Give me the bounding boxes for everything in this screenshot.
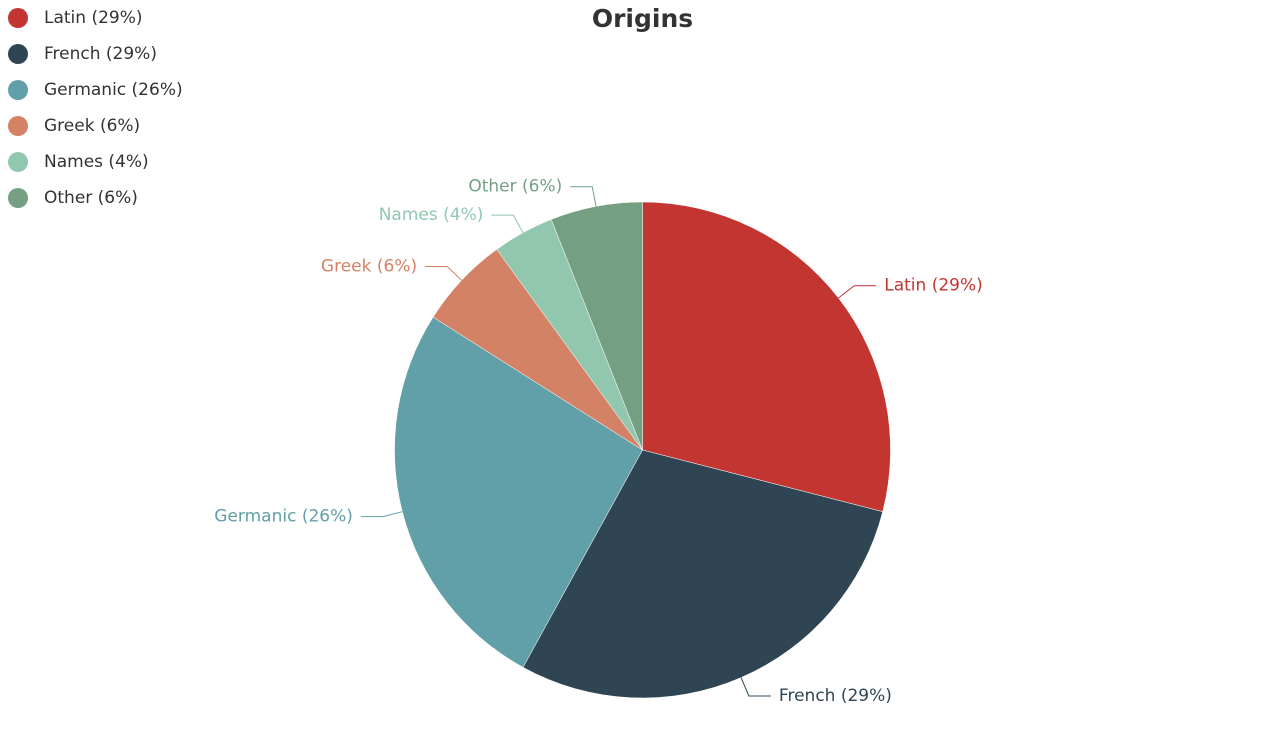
legend-label: Latin (29%)	[44, 8, 143, 28]
chart-legend: Latin (29%) French (29%) Germanic (26%) Gre…	[8, 6, 183, 222]
legend-label: French (29%)	[44, 44, 157, 64]
legend-label: Greek (6%)	[44, 116, 141, 136]
slice-label-germanic: Germanic (26%)	[214, 507, 353, 527]
slice-label-french: French (29%)	[779, 686, 892, 706]
legend-item-french[interactable]: French (29%)	[8, 42, 183, 78]
legend-label: Other (6%)	[44, 188, 138, 208]
slice-label-names: Names (4%)	[379, 205, 484, 225]
pie-slice-french[interactable]	[522, 449, 884, 699]
legend-item-germanic[interactable]: Germanic (26%)	[8, 78, 183, 114]
slice-label-other: Other (6%)	[468, 177, 562, 197]
label-leader-line	[838, 285, 877, 299]
legend-item-greek[interactable]: Greek (6%)	[8, 114, 183, 150]
label-leader-line	[360, 511, 403, 518]
label-leader-line	[570, 186, 597, 207]
legend-swatch	[8, 8, 28, 28]
legend-item-names[interactable]: Names (4%)	[8, 150, 183, 186]
pie-slice-latin[interactable]	[642, 201, 891, 512]
chart-title: Origins	[591, 4, 694, 33]
legend-swatch	[8, 116, 28, 136]
legend-swatch	[8, 188, 28, 208]
label-leader-line	[425, 266, 463, 281]
label-leader-line	[491, 214, 524, 233]
legend-item-other[interactable]: Other (6%)	[8, 186, 183, 222]
legend-swatch	[8, 44, 28, 64]
legend-label: Germanic (26%)	[44, 80, 183, 100]
pie-slice-germanic[interactable]	[394, 316, 643, 668]
label-leader-line	[740, 677, 771, 697]
legend-item-latin[interactable]: Latin (29%)	[8, 6, 183, 42]
legend-swatch	[8, 152, 28, 172]
slice-label-latin: Latin (29%)	[884, 276, 983, 296]
slice-label-greek: Greek (6%)	[321, 257, 417, 277]
legend-swatch	[8, 80, 28, 100]
legend-label: Names (4%)	[44, 152, 149, 172]
